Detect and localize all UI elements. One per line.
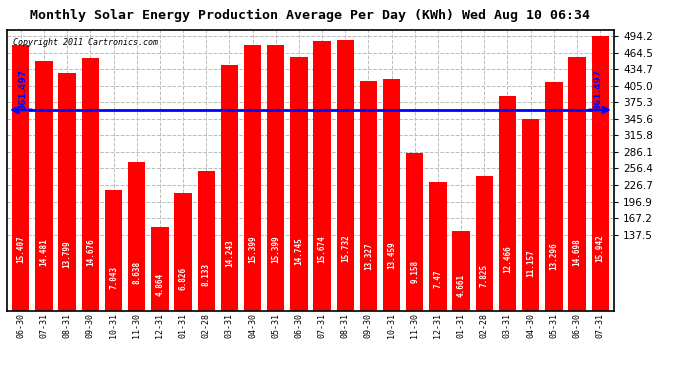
Bar [475,176,493,311]
Bar [175,194,192,311]
Text: 12.466: 12.466 [503,245,512,273]
Bar [453,231,470,311]
Text: 14.745: 14.745 [295,238,304,266]
Bar [35,61,52,311]
Bar [591,36,609,311]
Text: 6.826: 6.826 [179,267,188,290]
Bar [383,79,400,311]
Text: 15.942: 15.942 [595,234,604,262]
Text: 8.133: 8.133 [201,263,210,286]
Text: Copyright 2011 Cartronics.com: Copyright 2011 Cartronics.com [13,39,158,48]
Bar [337,40,354,311]
Text: 4.864: 4.864 [155,273,164,296]
Bar [290,57,308,311]
Text: 15.399: 15.399 [271,236,280,263]
Text: 11.157: 11.157 [526,249,535,277]
Bar [128,162,146,311]
Bar [545,82,562,311]
Text: 14.676: 14.676 [86,238,95,266]
Bar [522,118,540,311]
Text: 4.661: 4.661 [457,274,466,297]
Text: 7.043: 7.043 [109,266,118,290]
Text: 361.497: 361.497 [593,69,602,110]
Bar [499,96,516,311]
Bar [359,81,377,311]
Text: 13.327: 13.327 [364,242,373,270]
Text: 13.799: 13.799 [63,241,72,268]
Bar [81,58,99,311]
Bar [59,73,76,311]
Bar [406,153,424,311]
Text: 15.407: 15.407 [17,236,26,263]
Text: 14.243: 14.243 [225,239,234,267]
Text: 13.296: 13.296 [549,242,558,270]
Bar [244,45,262,311]
Text: 8.638: 8.638 [132,261,141,284]
Bar [221,65,238,311]
Text: 361.497: 361.497 [19,69,28,110]
Text: 15.732: 15.732 [341,235,350,262]
Text: 15.674: 15.674 [317,235,326,262]
Text: 7.825: 7.825 [480,264,489,287]
Text: 13.459: 13.459 [387,242,396,269]
Bar [569,57,586,311]
Bar [105,190,122,311]
Bar [151,227,168,311]
Text: Monthly Solar Energy Production Average Per Day (KWh) Wed Aug 10 06:34: Monthly Solar Energy Production Average … [30,9,591,21]
Text: 14.698: 14.698 [573,238,582,266]
Text: 9.158: 9.158 [411,260,420,283]
Bar [12,45,30,311]
Bar [197,171,215,311]
Text: 7.47: 7.47 [433,270,442,288]
Text: 15.399: 15.399 [248,236,257,263]
Bar [313,40,331,311]
Text: 14.481: 14.481 [39,238,48,266]
Bar [267,45,284,311]
Bar [429,182,446,311]
